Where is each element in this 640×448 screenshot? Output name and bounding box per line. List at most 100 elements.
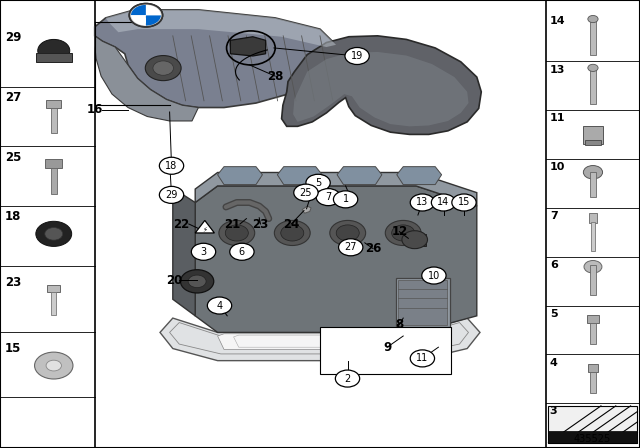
Circle shape xyxy=(410,350,435,367)
Circle shape xyxy=(410,194,435,211)
Polygon shape xyxy=(95,36,198,121)
Bar xyxy=(46,100,61,108)
Text: 25: 25 xyxy=(300,188,312,198)
Text: 20: 20 xyxy=(166,273,182,287)
Polygon shape xyxy=(195,172,477,206)
Text: ⚡: ⚡ xyxy=(202,227,207,233)
Polygon shape xyxy=(277,167,322,185)
Text: 19: 19 xyxy=(351,51,364,61)
Bar xyxy=(585,140,600,145)
Wedge shape xyxy=(131,4,146,15)
Text: 5: 5 xyxy=(550,309,557,319)
Bar xyxy=(590,323,595,344)
Bar xyxy=(583,125,604,143)
Circle shape xyxy=(385,220,421,246)
Bar xyxy=(45,159,62,168)
Bar xyxy=(51,168,57,194)
Text: 13: 13 xyxy=(416,198,429,207)
Text: 7: 7 xyxy=(550,211,557,221)
Bar xyxy=(398,280,447,325)
Polygon shape xyxy=(173,188,195,316)
Circle shape xyxy=(153,61,173,75)
Bar xyxy=(406,234,426,246)
Wedge shape xyxy=(131,15,146,26)
Text: 18: 18 xyxy=(165,161,178,171)
Circle shape xyxy=(402,231,428,249)
Text: 29: 29 xyxy=(165,190,178,200)
Wedge shape xyxy=(146,15,161,26)
Polygon shape xyxy=(95,10,336,108)
Circle shape xyxy=(219,220,255,246)
Text: 10: 10 xyxy=(550,162,565,172)
Bar xyxy=(589,214,596,223)
Bar xyxy=(546,0,640,448)
Polygon shape xyxy=(293,52,468,126)
Polygon shape xyxy=(160,318,480,361)
Circle shape xyxy=(281,225,304,241)
Circle shape xyxy=(180,270,214,293)
Circle shape xyxy=(588,64,598,71)
Bar xyxy=(590,372,595,393)
Bar xyxy=(51,292,56,315)
Circle shape xyxy=(333,191,358,208)
Text: 25: 25 xyxy=(5,151,22,164)
Circle shape xyxy=(306,174,330,191)
Text: 23: 23 xyxy=(5,276,21,289)
Circle shape xyxy=(422,267,446,284)
Bar xyxy=(320,327,451,374)
Text: 26: 26 xyxy=(365,242,381,255)
Bar xyxy=(548,406,637,443)
Text: 2: 2 xyxy=(344,374,351,383)
Text: 17: 17 xyxy=(142,15,159,28)
Circle shape xyxy=(452,194,476,211)
Text: 7: 7 xyxy=(325,192,332,202)
Bar xyxy=(590,172,595,197)
Polygon shape xyxy=(106,10,336,47)
Bar xyxy=(36,53,72,62)
Circle shape xyxy=(294,184,318,201)
Bar xyxy=(586,315,599,323)
Text: 6: 6 xyxy=(239,247,245,257)
Text: 5: 5 xyxy=(315,178,321,188)
Text: 9: 9 xyxy=(383,340,391,354)
Text: 27: 27 xyxy=(344,242,357,252)
Text: 1: 1 xyxy=(342,194,349,204)
Circle shape xyxy=(339,239,363,256)
Text: 18: 18 xyxy=(5,210,22,223)
Text: 14: 14 xyxy=(550,16,565,26)
Text: 11: 11 xyxy=(416,353,429,363)
Text: 12: 12 xyxy=(391,225,408,238)
Circle shape xyxy=(188,275,206,288)
Circle shape xyxy=(207,297,232,314)
Text: 15: 15 xyxy=(5,342,22,355)
Text: 21: 21 xyxy=(224,217,241,231)
Circle shape xyxy=(191,243,216,260)
Bar xyxy=(548,431,637,443)
Polygon shape xyxy=(218,167,262,185)
Polygon shape xyxy=(302,206,311,213)
Circle shape xyxy=(584,261,602,273)
Text: 29: 29 xyxy=(5,31,22,44)
Text: 28: 28 xyxy=(267,69,284,83)
Text: 16: 16 xyxy=(86,103,103,116)
Text: 23: 23 xyxy=(252,217,269,231)
Text: 8: 8 xyxy=(396,318,403,332)
Bar xyxy=(590,68,595,104)
Bar xyxy=(590,265,595,295)
Text: 435525: 435525 xyxy=(574,435,611,444)
Circle shape xyxy=(345,47,369,65)
Text: 27: 27 xyxy=(5,91,21,104)
Circle shape xyxy=(159,186,184,203)
Circle shape xyxy=(129,4,163,27)
Circle shape xyxy=(230,243,254,260)
Polygon shape xyxy=(195,220,214,233)
Polygon shape xyxy=(282,36,481,134)
Text: 14: 14 xyxy=(437,198,450,207)
Bar xyxy=(590,19,595,55)
Text: 11: 11 xyxy=(550,113,565,123)
Text: 6: 6 xyxy=(550,260,557,270)
Circle shape xyxy=(392,225,415,241)
Bar xyxy=(396,278,450,327)
Polygon shape xyxy=(195,186,477,332)
Bar xyxy=(47,285,60,292)
